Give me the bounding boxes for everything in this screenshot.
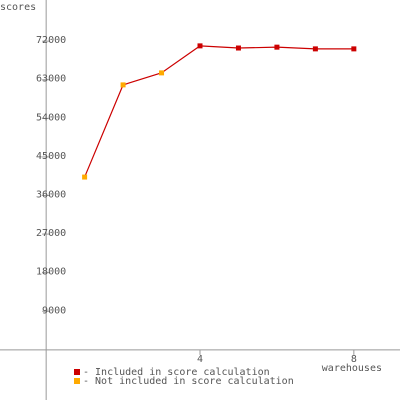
y-tick-label: 9000	[42, 305, 66, 316]
y-axis-label: scores	[0, 2, 36, 13]
point	[197, 43, 203, 49]
point	[235, 45, 241, 51]
x-tick-label: 4	[197, 354, 203, 365]
y-tick-label: 27000	[36, 228, 66, 239]
x-tick-label: 8	[351, 354, 357, 365]
y-tick-label: 63000	[36, 74, 66, 85]
series-line	[84, 45, 354, 178]
y-tick-label: 45000	[36, 151, 66, 162]
point	[159, 70, 165, 76]
point	[120, 82, 126, 88]
point	[82, 174, 88, 180]
legend-label: - Included in score calculation	[83, 367, 270, 378]
legend-label: - Not included in score calculation	[83, 376, 294, 387]
y-tick-label: 72000	[36, 35, 66, 46]
y-tick-label: 36000	[36, 189, 66, 200]
x-axis-label: warehouses	[322, 363, 382, 374]
legend-swatch	[74, 378, 80, 384]
point	[274, 44, 280, 50]
legend-swatch	[74, 369, 80, 375]
y-tick-label: 54000	[36, 112, 66, 123]
point	[312, 46, 318, 52]
point	[351, 46, 357, 52]
y-tick-label: 18000	[36, 267, 66, 278]
